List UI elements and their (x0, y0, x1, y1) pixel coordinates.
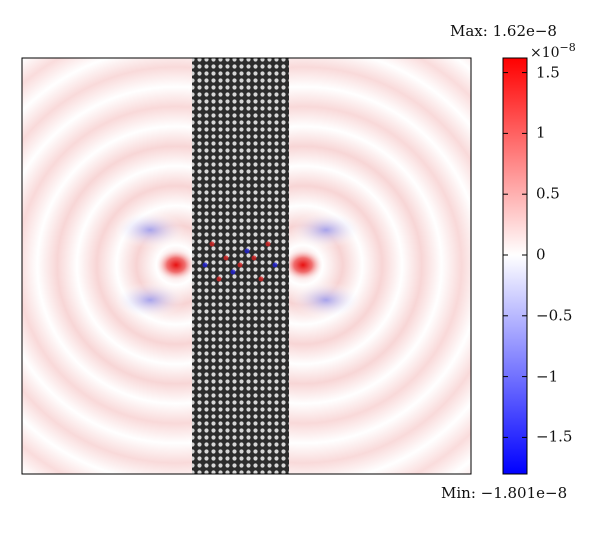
colorbar-exponent: −8 (559, 41, 576, 54)
colorbar-tick-label: 0 (536, 245, 546, 264)
colorbar (502, 57, 528, 475)
colorbar-tick-label: −0.5 (536, 306, 573, 325)
colorbar-multiplier: ×10 (530, 45, 560, 61)
colorbar-tick-label: −1 (536, 367, 559, 386)
right-wave-region (289, 58, 471, 474)
colorbar-tick-label: −1.5 (536, 427, 573, 446)
max-label: Max: 1.62e−8 (450, 22, 557, 40)
min-label: Min: −1.801e−8 (441, 484, 568, 502)
colorbar-tick-label: 1 (536, 123, 546, 142)
plot-frame (21, 57, 472, 475)
lattice-hotspots (202, 241, 278, 282)
colorbar-exponent-label: ×10−8 (530, 42, 576, 60)
left-wave-region (22, 58, 192, 474)
colorbar-tick-label: 0.5 (536, 184, 560, 203)
colorbar-tick-label: 1.5 (536, 63, 560, 82)
colorbar-ticks (503, 72, 527, 438)
